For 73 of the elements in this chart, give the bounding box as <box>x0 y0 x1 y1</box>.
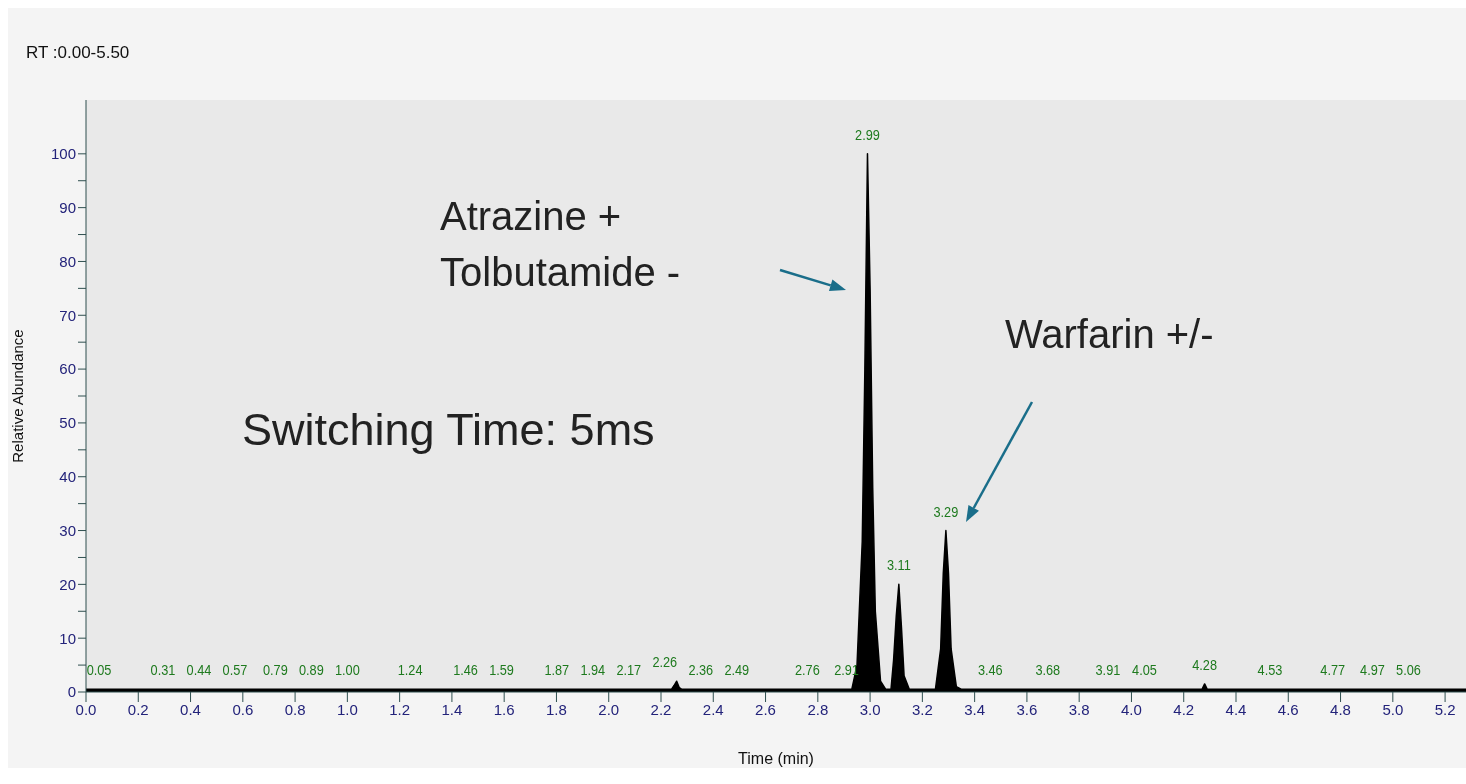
y-tick-label: 70 <box>59 306 76 324</box>
x-tick-label: 1.6 <box>493 700 515 718</box>
x-tick-label: 3.0 <box>859 700 881 718</box>
y-tick-label: 80 <box>59 252 76 270</box>
annotation: 3.11 <box>886 556 911 574</box>
annotation: 2.17 <box>616 661 642 679</box>
annotation: 2.26 <box>652 653 678 671</box>
x-tick-label: 2.4 <box>702 700 724 718</box>
annotation: 5.06 <box>1396 661 1422 679</box>
annotation: 0.44 <box>186 661 212 679</box>
annotation: 1.87 <box>544 661 570 679</box>
x-tick-label: 2.2 <box>650 700 672 718</box>
annotation: Warfarin +/- <box>1005 312 1214 356</box>
y-tick-label: 40 <box>59 468 76 486</box>
x-axis-title: Time (min) <box>738 750 814 767</box>
x-tick-label: 3.6 <box>1016 700 1038 718</box>
y-tick-label: 60 <box>59 360 76 378</box>
y-tick-label: 30 <box>59 521 76 539</box>
x-tick-label: 3.4 <box>964 700 986 718</box>
annotation: 0.05 <box>86 661 112 679</box>
x-tick-label: 0.8 <box>284 700 306 718</box>
y-tick-label: 20 <box>59 575 76 593</box>
y-tick-label: 10 <box>59 629 76 647</box>
chart-title: RT :0.00-5.50 <box>26 43 130 62</box>
x-tick-label: 2.0 <box>598 700 620 718</box>
annotation: 3.68 <box>1035 661 1061 679</box>
x-tick-label: 5.2 <box>1434 700 1456 718</box>
x-tick-label: 4.8 <box>1330 700 1351 718</box>
x-tick-label: 3.8 <box>1068 700 1090 718</box>
x-tick-label: 0.4 <box>180 700 201 718</box>
x-tick-label: 4.0 <box>1121 700 1142 718</box>
x-tick-label: 1.0 <box>336 700 358 718</box>
annotation: 4.53 <box>1257 661 1283 679</box>
annotation: 0.31 <box>150 661 176 679</box>
annotation: Atrazine + Tolbutamide - <box>440 194 681 294</box>
annotation: 4.97 <box>1360 661 1386 679</box>
x-tick-label: 3.2 <box>911 700 933 718</box>
annotation: 0.79 <box>262 661 288 679</box>
annotation: 1.46 <box>453 661 479 679</box>
y-tick-label: 0 <box>67 683 76 701</box>
annotation: 1.24 <box>397 661 423 679</box>
annotation: 4.77 <box>1320 661 1346 679</box>
annotation: 3.46 <box>977 661 1003 679</box>
x-tick-label: 0.2 <box>127 700 149 718</box>
annotation: 4.28 <box>1192 655 1218 674</box>
annotation: 2.49 <box>724 661 750 679</box>
x-tick-label: 4.6 <box>1277 700 1299 718</box>
annotation: 0.57 <box>222 661 248 679</box>
annotation: 2.36 <box>688 661 714 679</box>
x-tick-label: 0.0 <box>75 700 97 718</box>
annotation: 3.29 <box>933 502 959 520</box>
x-tick-label: 4.4 <box>1225 700 1247 718</box>
annotation: 1.59 <box>489 661 515 679</box>
annotation: 2.76 <box>794 661 820 679</box>
annotation: 4.05 <box>1132 661 1158 679</box>
annotation: 0.89 <box>298 661 324 679</box>
annotation: 1.94 <box>580 661 606 679</box>
x-tick-label: 4.2 <box>1173 700 1195 718</box>
annotation: Switching Time: 5ms <box>242 404 655 455</box>
x-tick-label: 5.0 <box>1382 700 1404 718</box>
y-axis-title: Relative Abundance <box>9 329 27 463</box>
x-tick-label: 2.6 <box>755 700 776 718</box>
y-tick-label: 90 <box>59 198 76 216</box>
x-tick-label: 0.6 <box>232 700 254 718</box>
x-tick-label: 1.8 <box>546 700 567 718</box>
annotation: 1.00 <box>334 661 360 679</box>
x-tick-label: 1.2 <box>389 700 411 718</box>
annotation: 3.91 <box>1095 661 1121 679</box>
x-tick-label: 2.8 <box>807 700 829 718</box>
x-tick-label: 1.4 <box>441 700 463 718</box>
annotation: 2.99 <box>855 125 881 144</box>
y-tick-label: 50 <box>59 414 76 432</box>
y-tick-label: 100 <box>50 145 76 163</box>
